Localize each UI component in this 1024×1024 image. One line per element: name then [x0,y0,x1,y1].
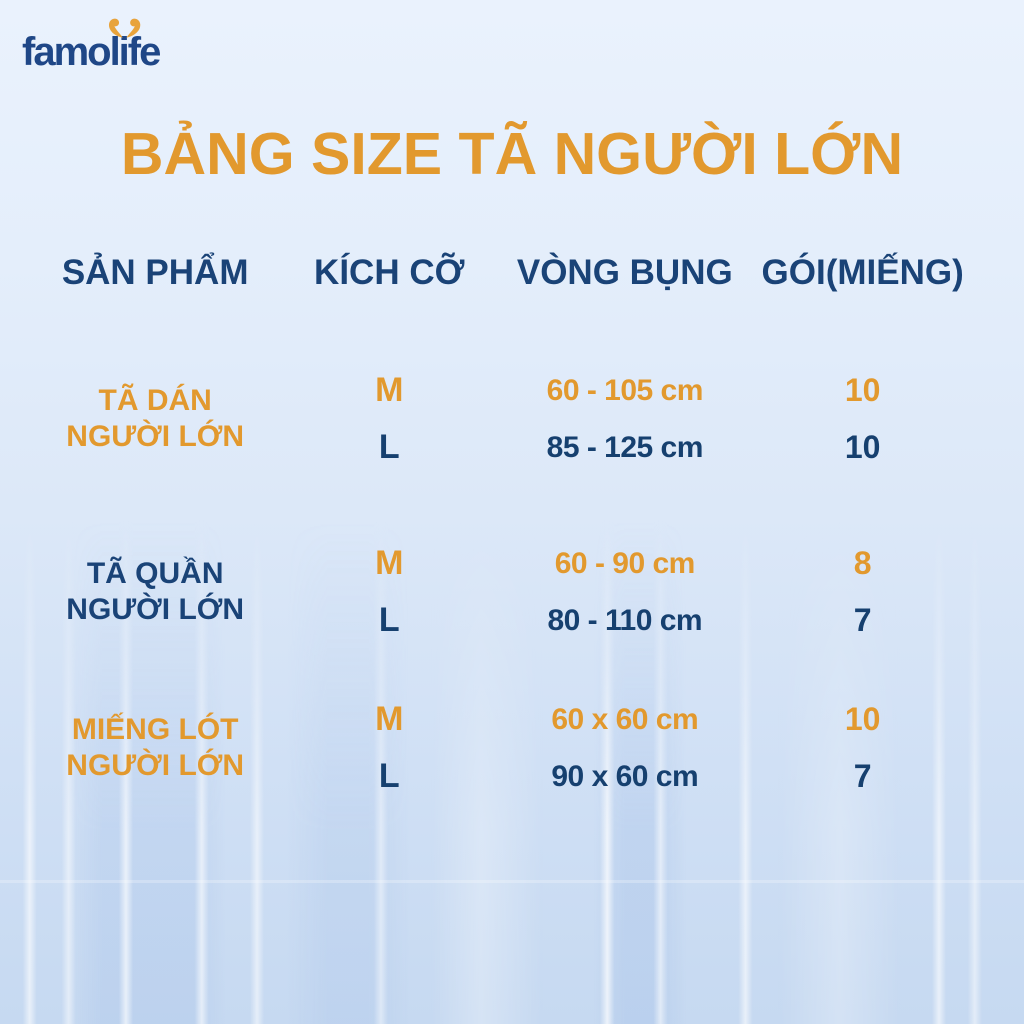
measurement-cell: 60 x 60 cm [551,702,699,736]
measurement-cell: 85 - 125 cm [546,430,704,464]
product-name: TÃ QUẦN NGƯỜI LỚN [40,535,270,649]
header-product: SẢN PHẨM [61,253,249,292]
header-size: KÍCH CỠ [314,253,465,292]
background-soft-line [0,880,1024,883]
measurement-cell: 90 x 60 cm [551,759,699,793]
measurement-cell: 60 - 105 cm [546,373,704,407]
size-cell: L [378,757,400,795]
header-pack: GÓI(MIẾNG) [761,253,964,292]
product-name-line1: MIẾNG LÓT [71,713,239,746]
measurement-cell: 60 - 90 cm [554,546,696,580]
size-cell: M [375,544,404,582]
size-cell: M [375,700,404,738]
cotton-flower-icon [108,18,141,38]
size-cell: L [378,428,400,466]
pack-cell: 10 [844,701,881,737]
product-name: TÃ DÁN NGƯỜI LỚN [40,362,270,476]
product-name-line1: TÃ DÁN [98,384,212,417]
product-group-ta-quan: TÃ QUẦN NGƯỜI LỚN M 60 - 90 cm 8 L 80 - … [40,535,984,649]
pack-cell: 7 [853,758,872,794]
page-title: BẢNG SIZE TÃ NGƯỜI LỚN [120,121,904,187]
brand-wordmark: famolife [22,30,161,74]
measurement-cell: 80 - 110 cm [547,603,703,637]
product-group-mieng-lot: MIẾNG LÓT NGƯỜI LỚN M 60 x 60 cm 10 L 90… [40,691,984,805]
product-group-ta-dan: TÃ DÁN NGƯỜI LỚN M 60 - 105 cm 10 L 85 -… [40,362,984,476]
size-table: SẢN PHẨM KÍCH CỠ VÒNG BỤNG GÓI(MIẾNG) TÃ… [40,250,984,805]
table-header-row: SẢN PHẨM KÍCH CỠ VÒNG BỤNG GÓI(MIẾNG) [40,250,984,296]
pack-cell: 7 [853,602,872,638]
pack-cell: 8 [853,545,872,581]
pack-cell: 10 [844,429,881,465]
pack-cell: 10 [844,372,881,408]
header-waist: VÒNG BỤNG [516,253,733,292]
product-name: MIẾNG LÓT NGƯỜI LỚN [40,691,270,805]
size-cell: L [378,601,400,639]
background-light-streaks [0,520,1024,1024]
size-cell: M [375,371,404,409]
product-name-line2: NGƯỜI LỚN [66,593,245,626]
brand-logo: famolife [22,10,222,72]
product-name-line2: NGƯỜI LỚN [66,749,245,782]
product-name-line1: TÃ QUẦN [86,557,224,590]
product-name-line2: NGƯỜI LỚN [66,420,245,453]
